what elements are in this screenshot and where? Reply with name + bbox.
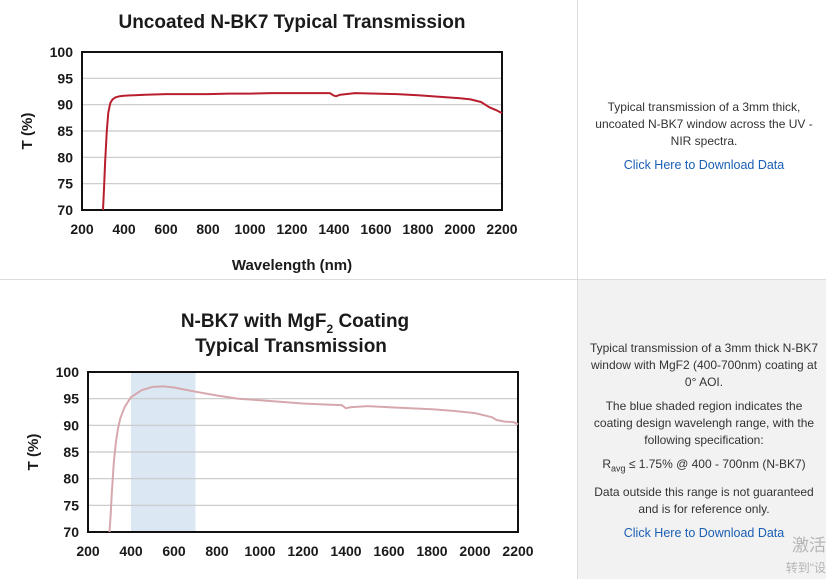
x-tick-label: 1400 bbox=[318, 221, 349, 237]
x-tick-label: 200 bbox=[76, 543, 100, 559]
y-tick-label: 70 bbox=[57, 202, 73, 218]
chart-title-line2: Typical Transmission bbox=[195, 336, 387, 357]
y-tick-label: 85 bbox=[63, 444, 79, 460]
series-line-transmission bbox=[102, 92, 503, 211]
spec-subscript: avg bbox=[610, 463, 626, 474]
title-part: N-BK7 with MgF bbox=[181, 311, 327, 332]
x-tick-label: 800 bbox=[205, 543, 229, 559]
x-tick-label: 1200 bbox=[276, 221, 307, 237]
x-tick-label: 1000 bbox=[244, 543, 275, 559]
text-cell-mgf2: Typical transmission of a 3mm thick N-BK… bbox=[577, 280, 826, 579]
y-tick-label: 90 bbox=[63, 417, 79, 433]
title-subscript: 2 bbox=[326, 322, 333, 336]
description-text: Typical transmission of a 3mm thick N-BK… bbox=[589, 341, 819, 389]
text-cell-uncoated: Typical transmission of a 3mm thick, unc… bbox=[577, 0, 826, 279]
y-axis-label: T (%) bbox=[25, 434, 42, 471]
x-tick-label: 2000 bbox=[459, 543, 490, 559]
plot-frame bbox=[87, 371, 519, 533]
x-tick-label: 1800 bbox=[416, 543, 447, 559]
y-tick-label: 80 bbox=[57, 149, 73, 165]
description-text: Typical transmission of a 3mm thick, unc… bbox=[595, 100, 813, 148]
x-tick-label: 400 bbox=[119, 543, 143, 559]
download-data-link[interactable]: Click Here to Download Data bbox=[623, 526, 785, 541]
shaded-region-note: The blue shaded region indicates the coa… bbox=[593, 399, 815, 447]
x-tick-label: 2200 bbox=[486, 221, 517, 237]
spec-r: R bbox=[602, 457, 611, 471]
x-tick-label: 2000 bbox=[444, 221, 475, 237]
chart-cell-uncoated: Uncoated N-BK7 Typical Transmission 70 75 8… bbox=[0, 0, 577, 279]
description-block-mgf2: Typical transmission of a 3mm thick N-BK… bbox=[586, 340, 822, 542]
series-line-transmission bbox=[108, 385, 519, 533]
y-tick-label: 80 bbox=[63, 471, 79, 487]
disclaimer-text: Data outside this range is not guarantee… bbox=[594, 485, 814, 517]
x-tick-label: 1600 bbox=[360, 221, 391, 237]
chart-cell-mgf2: N-BK7 with MgF2 Coating Typical Transmiss… bbox=[0, 280, 577, 579]
x-tick-label: 1400 bbox=[330, 543, 361, 559]
x-tick-label: 800 bbox=[196, 221, 220, 237]
y-tick-label: 95 bbox=[63, 391, 79, 407]
x-tick-label: 2200 bbox=[502, 543, 533, 559]
y-tick-label: 75 bbox=[57, 176, 73, 192]
title-part: Coating bbox=[333, 311, 409, 332]
x-tick-label: 600 bbox=[154, 221, 178, 237]
plot-frame bbox=[81, 51, 503, 211]
chart-title: Uncoated N-BK7 Typical Transmission bbox=[118, 12, 465, 33]
description-block-uncoated: Typical transmission of a 3mm thick, unc… bbox=[586, 99, 822, 174]
x-axis-label: Wavelength (nm) bbox=[232, 257, 352, 274]
chart-uncoated: Uncoated N-BK7 Typical Transmission 70 75 8… bbox=[19, 12, 518, 274]
x-tick-label: 400 bbox=[112, 221, 136, 237]
y-tick-label: 75 bbox=[63, 497, 79, 513]
y-tick-label: 100 bbox=[50, 44, 74, 60]
y-tick-label: 85 bbox=[57, 123, 73, 139]
y-tick-label: 90 bbox=[57, 97, 73, 113]
spec-value: ≤ 1.75% @ 400 - 700nm (N-BK7) bbox=[625, 457, 806, 471]
x-tick-label: 1200 bbox=[287, 543, 318, 559]
y-tick-label: 70 bbox=[63, 524, 79, 540]
panel-uncoated: Uncoated N-BK7 Typical Transmission 70 75 8… bbox=[0, 0, 826, 280]
y-tick-label: 95 bbox=[57, 70, 73, 86]
panel-mgf2-coated: N-BK7 with MgF2 Coating Typical Transmiss… bbox=[0, 280, 826, 579]
chart-title-line1: N-BK7 with MgF2 Coating bbox=[181, 311, 409, 336]
x-tick-label: 600 bbox=[162, 543, 186, 559]
x-tick-label: 1800 bbox=[402, 221, 433, 237]
x-tick-label: 1000 bbox=[234, 221, 265, 237]
x-tick-label: 1600 bbox=[373, 543, 404, 559]
y-tick-label: 100 bbox=[56, 364, 80, 380]
download-data-link[interactable]: Click Here to Download Data bbox=[623, 158, 785, 172]
coating-spec: Ravg ≤ 1.75% @ 400 - 700nm (N-BK7) bbox=[586, 456, 822, 477]
y-axis-label: T (%) bbox=[19, 113, 36, 150]
x-tick-label: 200 bbox=[70, 221, 94, 237]
